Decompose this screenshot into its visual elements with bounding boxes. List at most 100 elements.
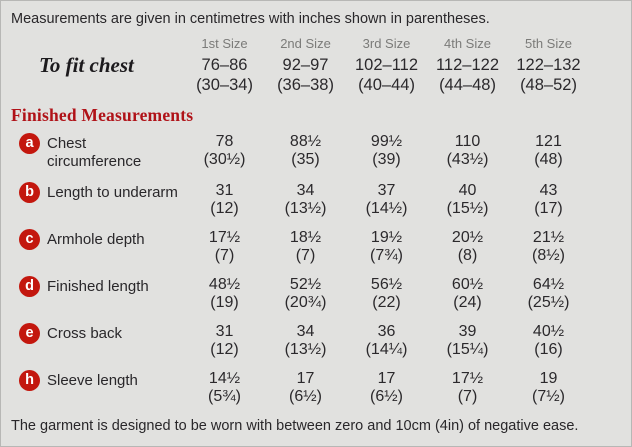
inch-value: (36–38) (277, 76, 334, 94)
measurement-cell: 110 (43½) (427, 133, 508, 171)
cm-value: 99½ (370, 133, 403, 150)
measurement-cell: 17 (6½) (265, 370, 346, 406)
inch-value: (13½) (284, 341, 327, 358)
inch-value: (7) (214, 247, 235, 264)
size-header: 2nd Size (280, 36, 331, 51)
measurement-cell: 78 (30½) (184, 133, 265, 171)
cm-value: 52½ (289, 276, 322, 293)
inch-value: (12) (210, 200, 239, 217)
footer-text: The garment is designed to be worn with … (11, 418, 579, 434)
measurement-cell: 39 (15¼) (427, 323, 508, 359)
measurement-label-cell: a Chest circumference (11, 133, 184, 171)
inch-value: (12) (210, 341, 239, 358)
measurement-cell: 18½ (7) (265, 229, 346, 265)
measurement-label: Length to underarm (47, 184, 178, 201)
measurement-rows: a Chest circumference 78 (30½) 88½ (35) … (1, 133, 631, 406)
table-row: c Armhole depth 17½ (7) 18½ (7) 19½ (7¾)… (1, 229, 631, 265)
table-row: d Finished length 48½ (19) 52½ (20¾) 56½… (1, 276, 631, 312)
inch-value: (8) (457, 247, 478, 264)
inch-value: (14¼) (365, 341, 408, 358)
cm-value: 34 (296, 182, 315, 199)
inch-value: (40–44) (358, 76, 415, 94)
cm-value: 14½ (208, 370, 241, 387)
measurement-label-cell: d Finished length (11, 276, 184, 312)
cm-value: 122–132 (516, 56, 581, 74)
to-fit-cell: 112–122 (44–48) (427, 55, 508, 95)
size-header: 1st Size (201, 36, 248, 51)
size-header: 5th Size (525, 36, 572, 51)
inch-value: (24) (453, 294, 482, 311)
measurement-cell: 99½ (39) (346, 133, 427, 171)
letter-badge: e (19, 323, 40, 344)
cm-value: 31 (215, 323, 234, 340)
measurement-cell: 48½ (19) (184, 276, 265, 312)
letter-badge: c (19, 229, 40, 250)
inch-value: (48–52) (520, 76, 577, 94)
cm-value: 40 (458, 182, 477, 199)
measurement-label: Chest circumference (47, 135, 142, 170)
intro-text: Measurements are given in centimetres wi… (11, 11, 490, 27)
measurement-label-cell: c Armhole depth (11, 229, 184, 265)
cm-value: 17½ (451, 370, 484, 387)
inch-value: (15¼) (446, 341, 489, 358)
measurement-label-cell: e Cross back (11, 323, 184, 359)
table-row: e Cross back 31 (12) 34 (13½) 36 (14¼) 3… (1, 323, 631, 359)
measurement-label-cell: h Sleeve length (11, 370, 184, 406)
measurement-cell: 40½ (16) (508, 323, 589, 359)
inch-value: (25½) (527, 294, 570, 311)
inch-value: (7) (457, 388, 478, 405)
measurement-cell: 88½ (35) (265, 133, 346, 171)
cm-value: 48½ (208, 276, 241, 293)
inch-value: (22) (372, 294, 401, 311)
inch-value: (6½) (289, 388, 322, 405)
cm-value: 34 (296, 323, 315, 340)
measurement-cell: 17½ (7) (427, 370, 508, 406)
inch-value: (5¾) (208, 388, 241, 405)
measurement-cell: 19½ (7¾) (346, 229, 427, 265)
table-row: h Sleeve length 14½ (5¾) 17 (6½) 17 (6½)… (1, 370, 631, 406)
table-row: a Chest circumference 78 (30½) 88½ (35) … (1, 133, 631, 171)
inch-value: (7) (295, 247, 316, 264)
inch-value: (30–34) (196, 76, 253, 94)
measurement-cell: 14½ (5¾) (184, 370, 265, 406)
measurement-cell: 17½ (7) (184, 229, 265, 265)
inch-value: (13½) (284, 200, 327, 217)
cm-value: 76–86 (201, 56, 248, 74)
cm-value: 37 (377, 182, 396, 199)
measurement-cell: 121 (48) (508, 133, 589, 171)
cm-value: 17½ (208, 229, 241, 246)
inch-value: (19) (210, 294, 239, 311)
inch-value: (16) (534, 341, 563, 358)
letter-badge: h (19, 370, 40, 391)
to-fit-chest-row: To fit chest 76–86 (30–34) 92–97 (36–38)… (1, 55, 631, 95)
inch-value: (48) (534, 151, 563, 168)
cm-value: 60½ (451, 276, 484, 293)
measurement-cell: 56½ (22) (346, 276, 427, 312)
inch-value: (43½) (446, 151, 489, 168)
measurement-cell: 31 (12) (184, 182, 265, 218)
cm-value: 36 (377, 323, 396, 340)
letter-badge: d (19, 276, 40, 297)
measurement-cell: 40 (15½) (427, 182, 508, 218)
inch-value: (6½) (370, 388, 403, 405)
cm-value: 17 (377, 370, 396, 387)
inch-value: (39) (372, 151, 401, 168)
inch-value: (15½) (446, 200, 489, 217)
measurement-cell: 21½ (8½) (508, 229, 589, 265)
letter-badge: a (19, 133, 40, 154)
to-fit-chest-label: To fit chest (39, 53, 134, 77)
measurement-label: Armhole depth (47, 231, 145, 248)
cm-value: 40½ (532, 323, 565, 340)
cm-value: 92–97 (282, 56, 329, 74)
measurement-cell: 64½ (25½) (508, 276, 589, 312)
inch-value: (35) (291, 151, 320, 168)
cm-value: 18½ (289, 229, 322, 246)
to-fit-cell: 102–112 (40–44) (346, 55, 427, 95)
inch-value: (17) (534, 200, 563, 217)
measurement-label: Finished length (47, 278, 149, 295)
cm-value: 31 (215, 182, 234, 199)
cm-value: 112–122 (435, 56, 499, 74)
to-fit-cell: 92–97 (36–38) (265, 55, 346, 95)
measurement-cell: 52½ (20¾) (265, 276, 346, 312)
cm-value: 21½ (532, 229, 565, 246)
